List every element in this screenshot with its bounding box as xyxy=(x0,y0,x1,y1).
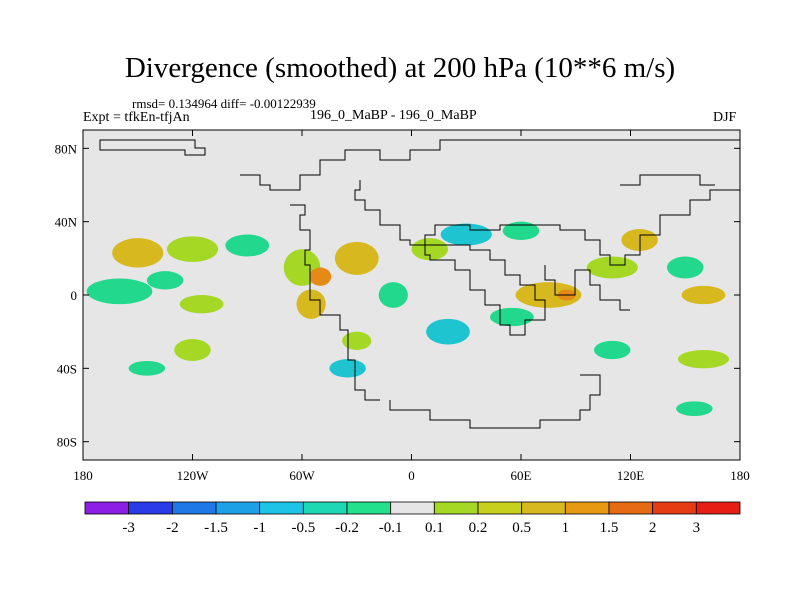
field-region-27 xyxy=(677,350,730,369)
colorbar-label: 0.2 xyxy=(469,520,488,536)
coastline-africa xyxy=(424,244,546,336)
colorbar-swatch-0 xyxy=(84,501,130,515)
colorbar-label: -0.2 xyxy=(335,520,359,536)
field-region-1 xyxy=(86,278,153,305)
y-tick-label: 0 xyxy=(71,288,78,303)
chart-title: Divergence (smoothed) at 200 hPa (10**6 … xyxy=(124,52,676,84)
field-region-17 xyxy=(489,307,534,327)
field-region-14 xyxy=(502,221,540,240)
field-region-11 xyxy=(378,282,408,308)
x-tick-label: 120W xyxy=(177,468,210,483)
coastline-east-asia xyxy=(620,174,715,186)
field-region-6 xyxy=(179,295,224,314)
coastlines xyxy=(99,139,740,429)
field-region-18 xyxy=(426,318,470,345)
colorbar-label: -2 xyxy=(166,520,179,536)
y-tick-label: 40S xyxy=(57,361,77,376)
field-region-12 xyxy=(411,238,448,261)
runs-label: 196_0_MaBP - 196_0_MaBP xyxy=(310,108,477,123)
colorbar-swatch-5 xyxy=(302,501,348,515)
x-tick-label: 180 xyxy=(730,468,750,483)
field-region-10 xyxy=(334,241,379,275)
colorbar-swatch-11 xyxy=(564,501,610,515)
x-axis: 180 120W 60W 0 60E 120E 180 xyxy=(73,130,750,483)
coastline-antarctic-region xyxy=(389,374,601,429)
x-tick-label: 120E xyxy=(617,468,645,483)
colorbar-swatch-8 xyxy=(433,501,479,515)
x-tick-label: 60W xyxy=(289,468,315,483)
colorbar-label: 1.5 xyxy=(600,520,619,536)
field-region-23 xyxy=(174,339,211,361)
y-tick-label: 40N xyxy=(55,215,78,230)
coastline-eurasia xyxy=(354,180,740,266)
colorbar-label: 0.5 xyxy=(512,520,531,536)
colorbar-label: -0.5 xyxy=(291,520,315,536)
coastline-asia-south xyxy=(544,265,630,311)
colorbar-swatch-10 xyxy=(521,501,566,515)
field-region-2 xyxy=(112,238,164,268)
experiment-label: Expt = tfkEn-tfjAn xyxy=(83,110,190,125)
field-region-25 xyxy=(329,359,366,378)
colorbar-swatch-13 xyxy=(652,501,697,515)
field-region-15 xyxy=(515,282,582,308)
field-region-22 xyxy=(681,285,726,305)
colorbar-swatch-7 xyxy=(390,501,435,515)
field-region-19 xyxy=(586,256,638,279)
colorbar-label: -1.5 xyxy=(204,520,228,536)
colorbar-swatch-9 xyxy=(477,501,523,515)
colorbar-label: 2 xyxy=(649,520,657,536)
colorbar-swatch-1 xyxy=(128,501,173,515)
colorbar-swatch-14 xyxy=(695,501,741,515)
y-axis: 80N 40N 0 40S 80S xyxy=(55,141,740,450)
field-region-28 xyxy=(676,401,713,416)
x-tick-label: 60E xyxy=(511,468,532,483)
field-region-8 xyxy=(296,289,326,319)
y-tick-label: 80S xyxy=(57,435,77,450)
y-tick-label: 80N xyxy=(55,141,78,156)
field-region-4 xyxy=(225,234,270,257)
field-region-21 xyxy=(667,256,704,279)
colorbar-label: 0.1 xyxy=(425,520,444,536)
colorbar-swatch-2 xyxy=(171,501,217,515)
field-region-29 xyxy=(342,331,372,351)
colorbar-swatch-6 xyxy=(346,501,392,515)
field-region-9 xyxy=(309,267,332,286)
x-tick-label: 0 xyxy=(408,468,415,483)
colorbar-label: -3 xyxy=(122,520,135,536)
coastline-arctic xyxy=(99,139,206,156)
colorbar-label: -1 xyxy=(253,520,266,536)
colorbar-swatch-3 xyxy=(215,501,261,515)
colorbar-label: 3 xyxy=(693,520,701,536)
colorbar-swatch-12 xyxy=(608,501,654,515)
field-region-26 xyxy=(594,340,631,360)
coastline-americas xyxy=(290,204,380,401)
colorbar-swatch-4 xyxy=(259,501,304,515)
colorbar-label: -0.1 xyxy=(379,520,403,536)
season-label: DJF xyxy=(713,110,737,125)
field-region-24 xyxy=(128,361,166,376)
field-region-13 xyxy=(440,223,492,246)
colorbar-label: 1 xyxy=(562,520,570,536)
stats-text: rmsd= 0.134964 diff= -0.00122939 xyxy=(132,96,316,111)
field-region-3 xyxy=(166,236,219,262)
coastline-north-america xyxy=(240,139,740,191)
field-region-5 xyxy=(146,271,184,290)
x-tick-label: 180 xyxy=(73,468,93,483)
colorbar: -3 -2 -1.5 -1 -0.5 -0.2 -0.1 0.1 0.2 0.5 1 1.5 2 3 xyxy=(84,501,741,536)
